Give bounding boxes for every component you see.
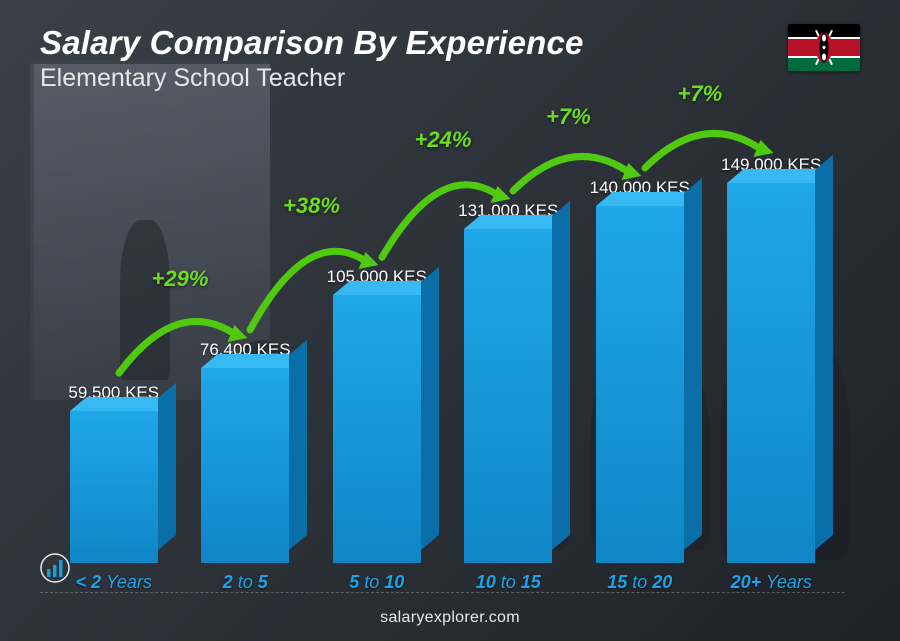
chart-subtitle: Elementary School Teacher (40, 64, 584, 93)
bar-column: 140,000 KES15 to 20 (574, 115, 706, 563)
bar-column: 149,000 KES20+ Years (706, 115, 838, 563)
percent-increase-label: +7% (546, 104, 591, 130)
kenya-flag-icon (788, 24, 860, 71)
bar (333, 295, 421, 563)
bar-column: 76,400 KES2 to 5 (180, 115, 312, 563)
category-label: 5 to 10 (349, 572, 404, 593)
bar (464, 229, 552, 563)
bar (201, 368, 289, 563)
percent-increase-label: +38% (283, 193, 340, 219)
bar-column: 105,000 KES5 to 10 (311, 115, 443, 563)
category-label: 15 to 20 (607, 572, 672, 593)
bar-chart: 59,500 KES< 2 Years76,400 KES2 to 5105,0… (40, 115, 845, 563)
percent-increase-label: +7% (678, 81, 723, 107)
percent-increase-label: +24% (415, 127, 472, 153)
header: Salary Comparison By Experience Elementa… (40, 24, 860, 93)
bar (596, 206, 684, 563)
category-label: 10 to 15 (476, 572, 541, 593)
chart-container: Salary Comparison By Experience Elementa… (0, 0, 900, 641)
bar (727, 183, 815, 563)
site-logo-icon (40, 553, 70, 583)
footer-divider (40, 592, 845, 593)
category-label: < 2 Years (76, 572, 152, 593)
bar-column: 59,500 KES< 2 Years (48, 115, 180, 563)
percent-increase-label: +29% (152, 266, 209, 292)
bar-column: 131,000 KES10 to 15 (443, 115, 575, 563)
category-label: 20+ Years (731, 572, 812, 593)
bar (70, 411, 158, 563)
footer-text: salaryexplorer.com (0, 609, 900, 627)
chart-title: Salary Comparison By Experience (40, 24, 584, 62)
category-label: 2 to 5 (223, 572, 268, 593)
